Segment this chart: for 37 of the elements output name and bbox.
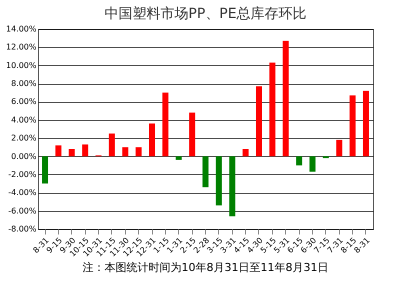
y-tick-label: 2.00% xyxy=(11,134,37,143)
bar xyxy=(189,112,196,156)
y-tick-label: 8.00% xyxy=(11,79,37,88)
chart-title: 中国塑料市场PP、PE总库存环比 xyxy=(104,6,307,22)
y-tick-label: -4.00% xyxy=(8,188,37,198)
bar xyxy=(42,156,48,184)
bar xyxy=(350,95,356,156)
y-tick-label: 4.00% xyxy=(11,115,37,124)
bar xyxy=(122,147,128,156)
y-tick-label: -6.00% xyxy=(8,206,37,216)
bar xyxy=(162,92,168,156)
bar xyxy=(256,86,262,156)
bar xyxy=(362,90,369,156)
bar xyxy=(296,156,302,166)
bar xyxy=(242,149,249,156)
bar xyxy=(229,156,236,216)
y-tick-label: 0.00% xyxy=(11,152,37,161)
bar xyxy=(149,124,156,156)
y-tick-label: -2.00% xyxy=(8,170,37,179)
y-tick-label: 6.00% xyxy=(11,97,37,106)
bar xyxy=(309,156,316,172)
bar xyxy=(202,156,209,188)
text: 注：本图统计时间为10年8月31日至11年8月31日 xyxy=(82,261,328,274)
bar xyxy=(55,145,62,156)
bar xyxy=(176,156,182,160)
bar xyxy=(282,40,289,156)
bar xyxy=(216,156,222,206)
y-tick-label: -8.00% xyxy=(8,224,37,234)
bar xyxy=(136,147,142,156)
bar xyxy=(336,140,342,156)
bar xyxy=(82,144,88,156)
bar xyxy=(68,149,75,156)
bar xyxy=(269,62,276,156)
y-tick-label: 10.00% xyxy=(6,60,37,70)
y-tick-label: 12.00% xyxy=(6,42,37,52)
y-tick-label: 14.00% xyxy=(6,24,37,34)
bar xyxy=(108,134,115,156)
